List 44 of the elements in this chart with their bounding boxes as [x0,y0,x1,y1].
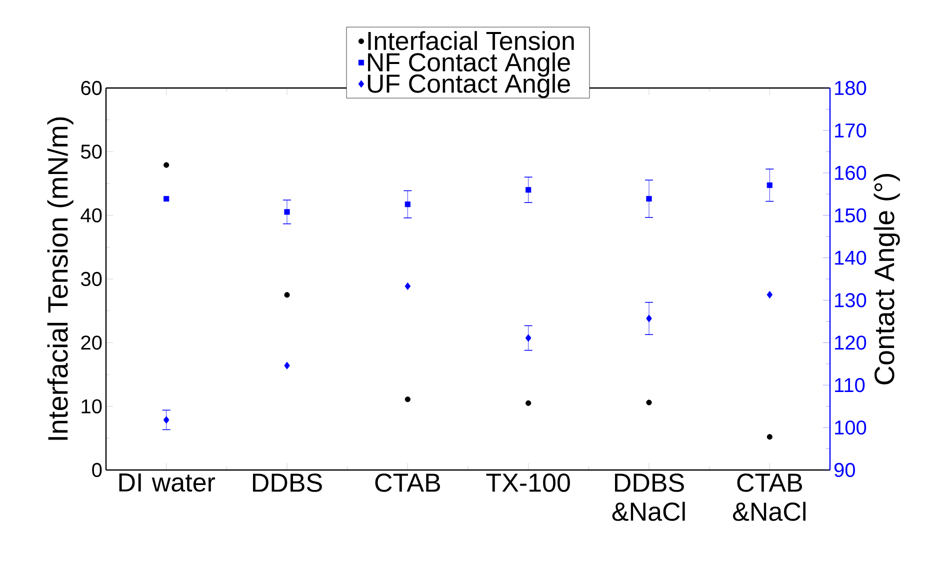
x-tick-label: CTAB &NaCl [733,474,806,521]
point [404,396,410,402]
point [164,196,170,202]
y-tick-label: 50 [81,144,102,159]
y2-tick-label: 90 [834,462,855,478]
point [526,400,532,406]
y2-tick-label: 100 [835,420,866,435]
point [404,282,411,290]
x-tick-label: DDBS &NaCl [612,474,685,521]
y2-tick-label: 120 [835,336,866,350]
point [284,292,290,298]
x-tick-label: DI water [119,474,216,492]
x-tick-label: DDBS [253,474,322,492]
y-tick-label: 10 [82,399,102,414]
point [646,400,652,406]
point [284,362,290,370]
y-tick-label: 60 [81,80,102,96]
y2-tick-label: 110 [835,378,865,392]
legend-label: Interfacial Tension [368,31,574,50]
point [766,434,772,440]
point [526,187,532,193]
y2-tick-label: 140 [835,250,866,265]
y2-tick-label: 170 [835,123,866,138]
y-tick-label: 20 [81,336,102,350]
y2-tick-label: 130 [835,293,866,308]
x-tick-label: CTAB [375,474,440,492]
y2-axis-title: Contact Angle (°) [874,174,900,384]
point [164,162,170,168]
point [284,209,290,215]
y-tick-label: 30 [81,272,102,286]
point [646,314,652,322]
x-tick-label: TX-100 [486,474,570,492]
point [525,334,532,342]
y-tick-label: 0 [92,462,102,478]
y-axis-title: Interfacial Tension (mN/m) [47,117,74,440]
y2-tick-label: 160 [835,166,866,180]
point [766,182,772,188]
y-tick-label: 40 [80,208,102,222]
y2-tick-label: 150 [835,208,866,222]
point [404,201,410,208]
point [766,290,773,298]
point [646,196,652,202]
y2-tick-label: 180 [835,80,866,96]
point [163,416,170,424]
